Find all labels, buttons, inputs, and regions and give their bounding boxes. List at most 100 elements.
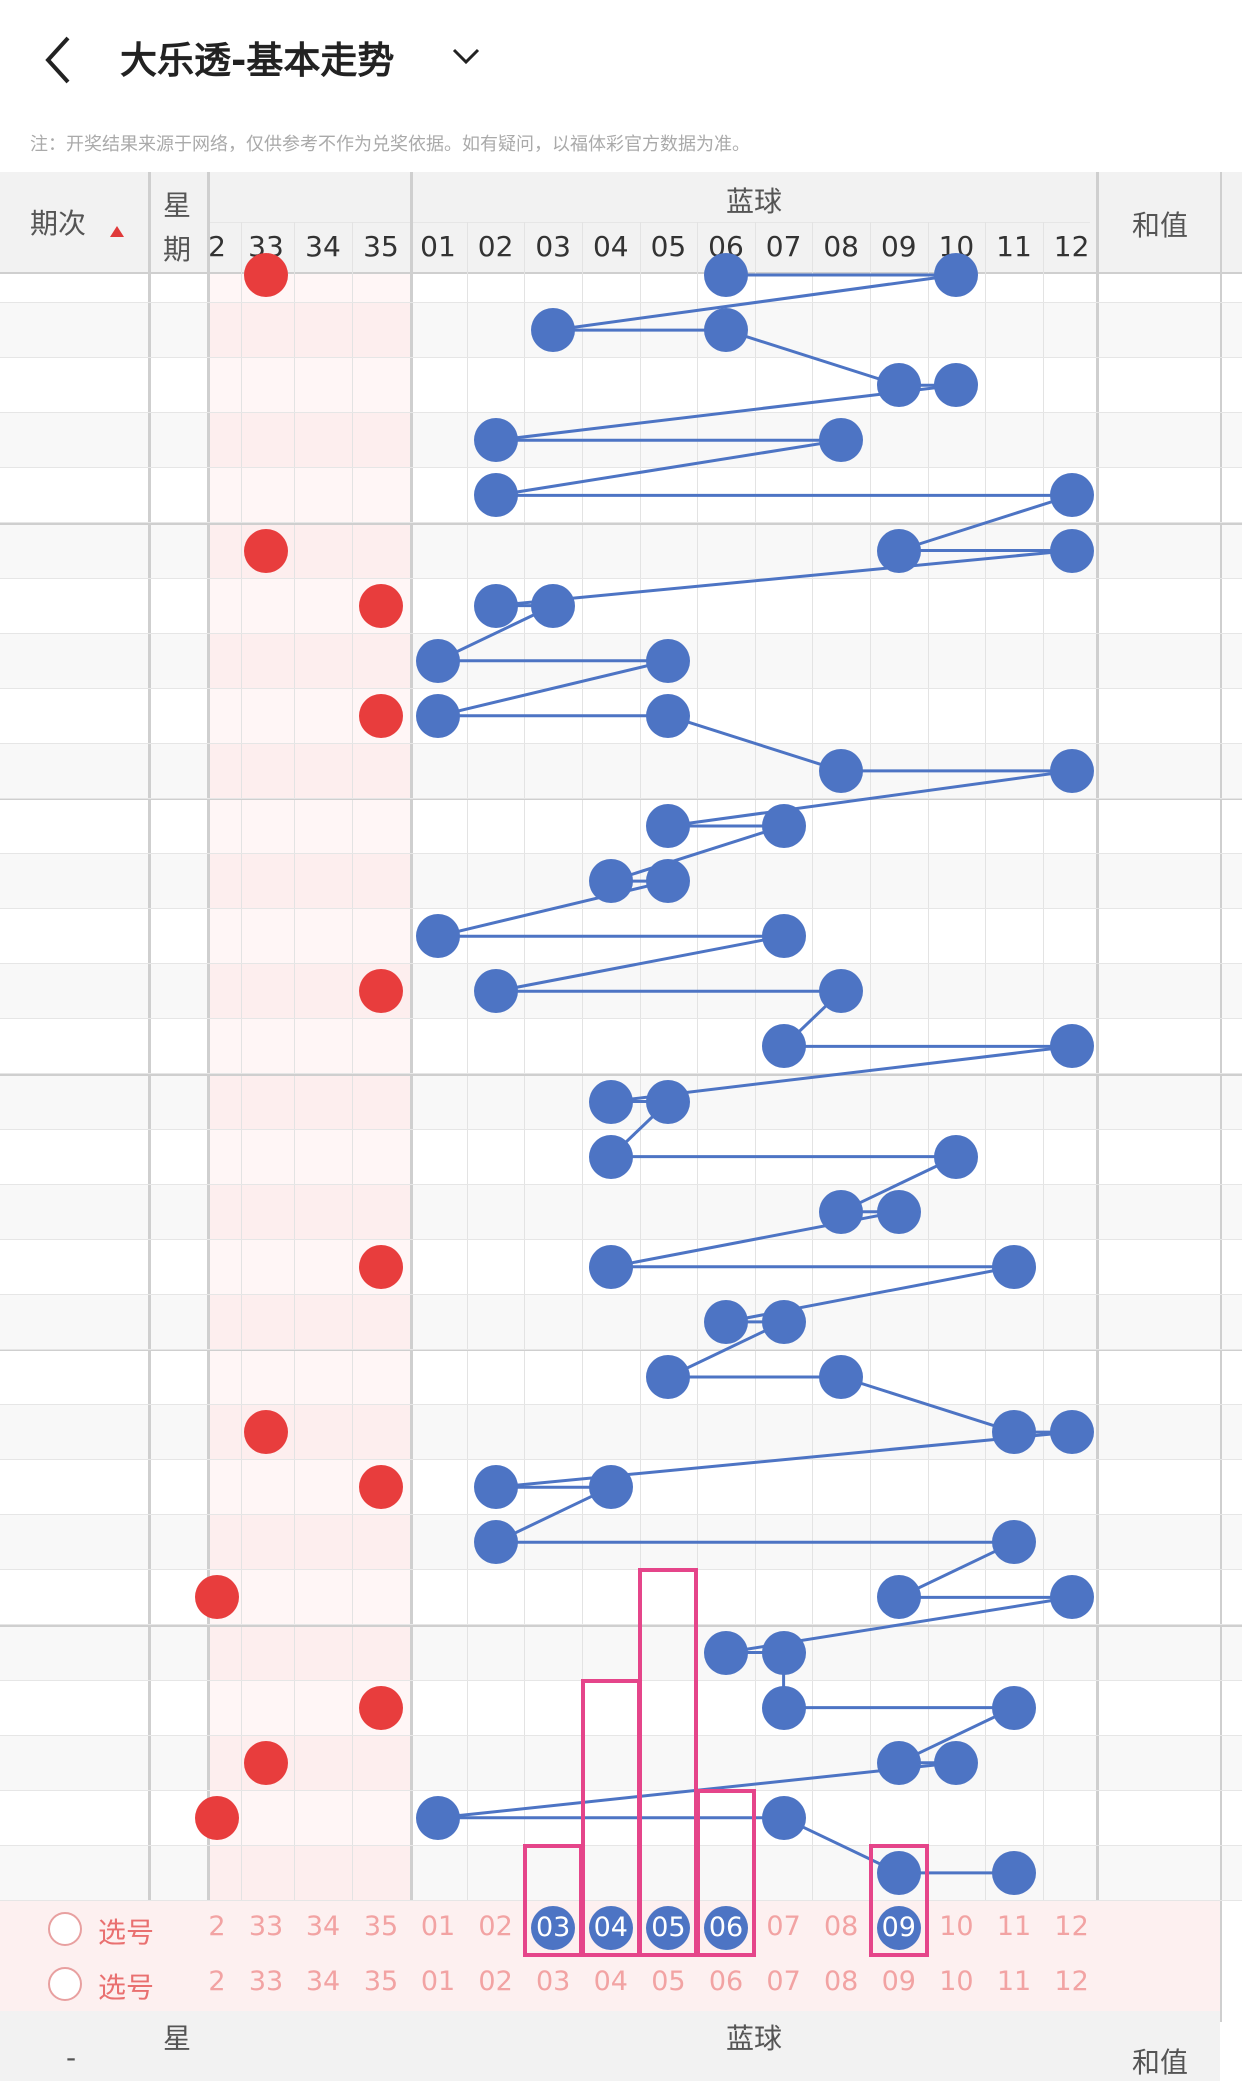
select-front-num[interactable]: 33	[248, 1966, 284, 1997]
select-front-num[interactable]: 2	[208, 1966, 226, 1997]
blue-ball-hit	[473, 473, 518, 518]
select-front-num[interactable]: 35	[363, 1966, 399, 1997]
trend-segment	[668, 769, 1072, 828]
column-divider	[148, 172, 151, 2022]
chevron-down-icon[interactable]	[448, 44, 484, 68]
select-blue-num[interactable]: 06	[708, 1966, 744, 1997]
select-blue-num[interactable]: 09	[881, 1966, 916, 1997]
select-blue-num[interactable]: 12	[1054, 1966, 1089, 1997]
group-divider	[0, 1624, 1242, 1627]
trend-segment	[495, 438, 842, 497]
predicted-blue-ball[interactable]: 05	[646, 1906, 691, 1950]
select-label[interactable]: 选号	[98, 1971, 155, 2004]
front-zone-band	[210, 358, 410, 414]
select-blue-num[interactable]: 11	[996, 1966, 1032, 1997]
blue-ball-hit	[1049, 473, 1094, 518]
front-zone-band	[210, 1405, 410, 1461]
front-zone-band	[210, 1515, 410, 1571]
select-front-num[interactable]: 2	[208, 1911, 226, 1942]
page-title[interactable]: 大乐透-基本走势	[120, 39, 395, 82]
select-blue-num[interactable]: 10	[939, 1911, 974, 1942]
column-line	[927, 222, 929, 2022]
bottom-week-header: 星	[163, 2022, 192, 2055]
front-zone-band	[210, 1074, 410, 1130]
front-zone-band	[210, 523, 410, 579]
predicted-blue-ball[interactable]: 03	[531, 1906, 576, 1950]
select-radio-icon[interactable]	[48, 1967, 82, 2001]
column-divider	[410, 172, 413, 2022]
header-period[interactable]: 期次	[30, 207, 87, 240]
column-line	[582, 222, 583, 2022]
row-line	[0, 357, 1242, 359]
select-front-num[interactable]: 34	[305, 1911, 341, 1942]
blue-ball-hit	[416, 914, 460, 959]
select-front-num[interactable]: 34	[305, 1966, 341, 1997]
predicted-blue-ball[interactable]: 04	[588, 1906, 633, 1950]
select-blue-num[interactable]: 02	[478, 1911, 513, 1942]
select-blue-num[interactable]: 08	[824, 1966, 859, 1997]
select-blue-num[interactable]: 02	[478, 1966, 513, 1997]
select-row[interactable]: 选号	[0, 1901, 210, 1956]
blue-ball-hit	[704, 308, 748, 353]
trend-table[interactable]: 期次星期蓝球 和值 2 33 34 35 01 02 03 04 05 06 07 08 09 10 11 12 选…	[0, 172, 1242, 2091]
header-divider	[210, 222, 1090, 223]
column-line	[812, 222, 814, 2022]
select-blue-num[interactable]: 01	[420, 1966, 456, 1997]
front-zone-band	[210, 909, 410, 965]
select-radio-icon[interactable]	[48, 1912, 82, 1946]
row-line	[0, 1128, 1242, 1130]
front-zone-band	[210, 1294, 410, 1350]
trend-segment	[437, 659, 669, 718]
front-zone-band	[210, 799, 410, 854]
blue-ball-hit	[646, 693, 691, 738]
select-blue-num[interactable]: 12	[1054, 1911, 1089, 1942]
back-arrow-icon[interactable]	[40, 30, 80, 90]
trend-segment	[898, 493, 1073, 552]
trend-segment	[610, 824, 785, 883]
app-header: 大乐透-基本走势	[0, 0, 1242, 120]
highlight-box	[580, 1678, 641, 1957]
blue-ball-hit	[876, 363, 921, 408]
select-blue-num[interactable]: 08	[824, 1911, 859, 1942]
header-front-col: 35	[363, 230, 399, 263]
bottom-sum-header: 和值	[1132, 2046, 1189, 2079]
blue-ball-hit	[416, 693, 460, 738]
predicted-blue-ball[interactable]: 06	[704, 1906, 748, 1950]
column-line	[466, 222, 468, 2022]
column-line	[524, 222, 526, 2022]
select-blue-num[interactable]: 07	[766, 1966, 801, 1997]
row-line	[0, 1789, 1242, 1791]
select-blue-num[interactable]: 01	[420, 1911, 456, 1942]
select-row[interactable]: 选号	[0, 1956, 210, 2011]
select-blue-num[interactable]: 05	[651, 1966, 686, 1997]
select-label[interactable]: 选号	[98, 1916, 155, 1949]
front-zone-band	[210, 633, 410, 689]
row-line	[0, 577, 1242, 579]
select-front-num[interactable]: 35	[363, 1911, 399, 1942]
sort-icon[interactable]	[110, 207, 124, 237]
red-ball-hit	[244, 528, 288, 573]
select-blue-num[interactable]: 11	[996, 1911, 1032, 1942]
select-front-num[interactable]: 33	[248, 1911, 284, 1942]
red-ball-hit	[244, 1740, 288, 1785]
row-line	[0, 1018, 1242, 1020]
red-ball-hit	[244, 1410, 288, 1455]
group-divider	[0, 798, 1242, 800]
blue-ball-hit	[588, 1244, 633, 1289]
red-ball-hit	[359, 969, 403, 1014]
row-line	[0, 302, 1242, 303]
blue-ball-hit	[1049, 1024, 1094, 1069]
select-blue-num[interactable]: 07	[766, 1911, 801, 1942]
front-zone-band	[210, 743, 410, 799]
select-blue-num[interactable]: 03	[536, 1966, 571, 1997]
blue-ball-hit	[992, 1850, 1036, 1895]
predicted-blue-ball[interactable]: 09	[876, 1906, 921, 1950]
row-line	[0, 1514, 1242, 1516]
select-blue-num[interactable]: 04	[593, 1966, 628, 1997]
front-zone-band	[210, 1350, 410, 1405]
front-zone-band	[210, 303, 410, 359]
select-blue-num[interactable]: 10	[939, 1966, 974, 1997]
trend-segment	[840, 1375, 1015, 1434]
blue-ball-hit	[992, 1520, 1036, 1565]
blue-ball-hit	[934, 363, 979, 408]
